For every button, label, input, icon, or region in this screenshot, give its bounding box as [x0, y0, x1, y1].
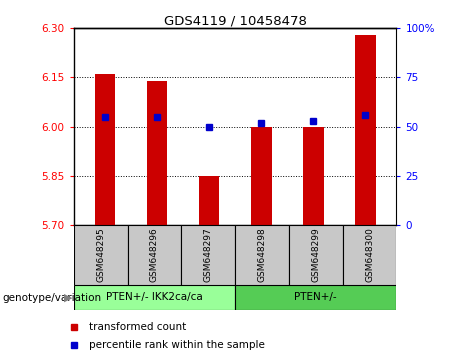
Bar: [343, 225, 396, 285]
Text: GSM648295: GSM648295: [96, 228, 105, 282]
Bar: [95, 74, 115, 225]
Bar: [289, 225, 343, 285]
Bar: [147, 81, 167, 225]
Text: GSM648298: GSM648298: [258, 228, 266, 282]
Text: GSM648299: GSM648299: [311, 228, 320, 282]
Text: genotype/variation: genotype/variation: [2, 293, 101, 303]
Bar: [74, 225, 128, 285]
Title: GDS4119 / 10458478: GDS4119 / 10458478: [164, 14, 307, 27]
Text: transformed count: transformed count: [89, 322, 186, 332]
Text: GSM648300: GSM648300: [365, 227, 374, 282]
Text: PTEN+/-: PTEN+/-: [295, 292, 337, 302]
Text: GSM648296: GSM648296: [150, 228, 159, 282]
Bar: [251, 126, 272, 225]
Bar: [303, 126, 324, 225]
Bar: [74, 285, 235, 310]
Bar: [181, 225, 235, 285]
Text: GSM648297: GSM648297: [204, 228, 213, 282]
Bar: [235, 285, 396, 310]
Bar: [128, 225, 181, 285]
Text: PTEN+/- IKK2ca/ca: PTEN+/- IKK2ca/ca: [106, 292, 203, 302]
Bar: [235, 225, 289, 285]
Text: ▶: ▶: [64, 293, 72, 303]
Bar: [199, 176, 219, 225]
Bar: [355, 35, 376, 225]
Text: percentile rank within the sample: percentile rank within the sample: [89, 340, 265, 350]
